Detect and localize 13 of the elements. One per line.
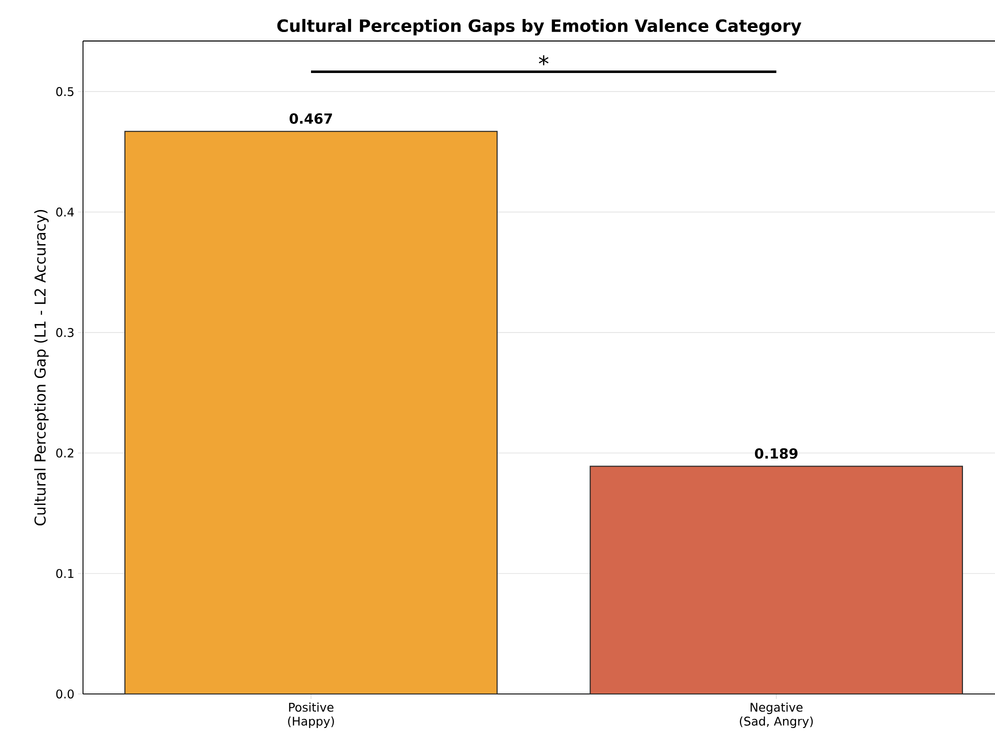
y-tick-label: 0.0 [56, 689, 74, 699]
y-tick-label: 0.3 [56, 328, 74, 338]
x-tick-label: Positive (Happy) [288, 702, 334, 728]
y-axis-title: Cultural Perception Gap (L1 - L2 Accuracy) [34, 210, 49, 526]
data-label: 0.189 [754, 448, 798, 459]
annotation: * [538, 55, 548, 66]
y-tick-label: 0.4 [56, 208, 74, 217]
x-tick-label: Negative (Sad, Angry) [740, 702, 813, 728]
y-tick-label: 0.2 [56, 448, 74, 458]
data-label: 0.467 [290, 113, 332, 124]
y-tick-label: 0.1 [56, 568, 74, 578]
chart-title: Cultural Perception Gaps by Emotion Valence Category [277, 18, 802, 36]
y-tick-label: 0.5 [56, 87, 74, 96]
